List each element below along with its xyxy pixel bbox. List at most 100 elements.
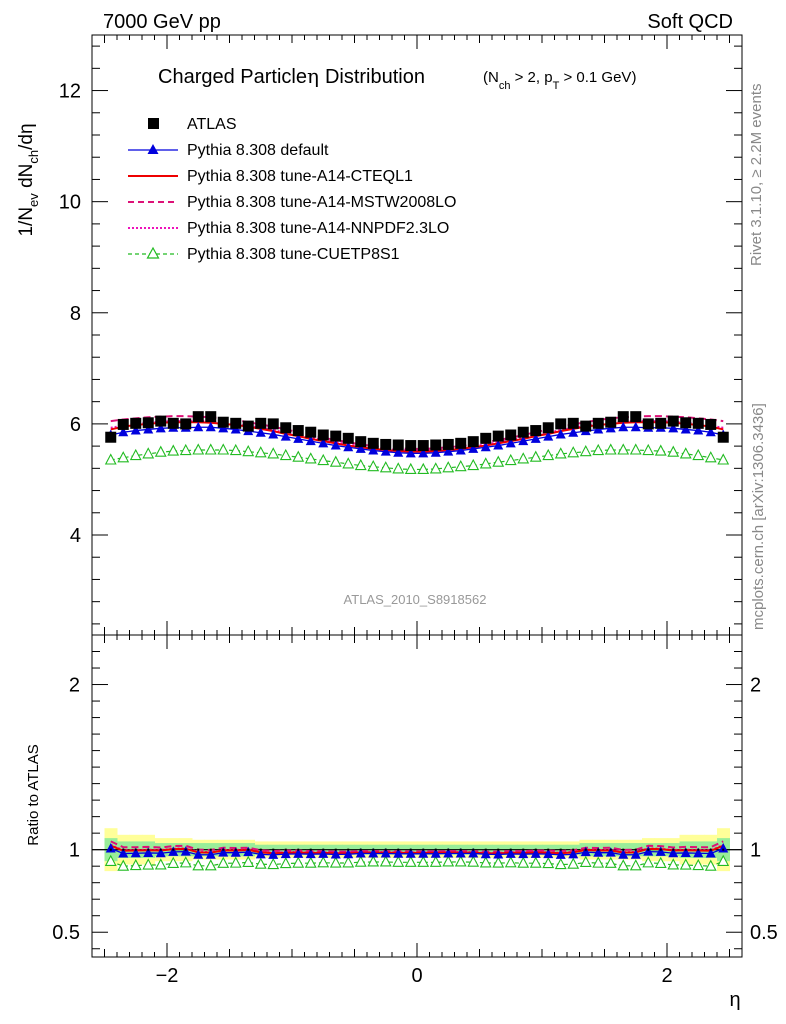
cuetp8s1-point [317,453,330,466]
cuetp8s1-point [354,855,367,867]
cuetp8s1-point [592,443,605,456]
cuetp8s1-point [117,859,130,871]
cuetp8s1-point [654,444,667,456]
mcplots-label: mcplots.cern.ch [arXiv:1306.3436] [750,403,767,630]
atlas-point [634,848,637,851]
y-tick-label: 6 [70,414,81,436]
cuetp8s1-point [304,452,317,464]
default-point [455,847,466,858]
atlas-point [484,848,487,851]
atlas-point [647,848,650,851]
atlas-point [505,429,517,441]
cuetp8s1-point [442,855,455,867]
cuetp8s1-point [454,459,467,472]
atlas-point [334,848,337,851]
default-point [455,445,466,455]
default-point [118,426,129,437]
y-tick-label: 10 [59,192,81,214]
default-point [155,847,166,858]
cuetp8s1-point [417,462,430,474]
default-point [218,847,229,857]
atlas-point [267,418,279,430]
atlas-point [655,417,667,429]
title-main: Charged Particleη Distribution [158,64,425,88]
chart-title: Charged Particleη Distribution (Nch > 2, … [158,64,636,92]
default-point [555,849,566,859]
cuetp8s1-point [604,443,617,455]
default-point [543,848,554,859]
series-2-line [110,421,724,453]
atlas-point [309,848,312,851]
cuetp8s1-point [279,856,292,869]
default-point [380,847,391,858]
default-point [430,447,441,457]
atlas-point [222,848,225,851]
atlas-point [672,848,675,851]
x-axis-label: η [729,989,740,1011]
default-point [480,441,491,452]
default-point [630,849,641,859]
atlas-point [109,848,112,851]
atlas-point [472,848,475,851]
cuetp8s1-point [392,462,405,474]
cuetp8s1-point [654,856,667,868]
ratio-y-tick-label: 2 [69,675,80,697]
cuetp8s1-point [192,443,205,455]
default-point [255,427,266,437]
atlas-point [117,418,129,430]
cuetp8s1-point [617,859,630,871]
atlas-point [172,848,175,851]
default-point [680,847,691,857]
cuetp8s1-point [667,445,680,457]
cuetp8s1-point [179,856,192,868]
default-point [105,843,116,853]
atlas-point [422,848,425,851]
default-point [568,427,579,437]
cuetp8s1-point [192,859,205,871]
atlas-point [584,848,587,851]
series-5-line [110,860,724,867]
ratio-y-tick-label: 0.5 [52,922,80,944]
legend: ATLAS Pythia 8.308 default Pythia 8.308 … [128,116,456,263]
default-point [318,437,329,448]
atlas-point [192,411,204,423]
atlas-point [205,411,217,423]
atlas-point [522,848,525,851]
cuetp8s1-point [117,451,130,463]
ratio-y-tick-label-right: 0.5 [750,922,778,944]
cuetp8s1-point [642,443,655,456]
atlas-point [447,848,450,851]
atlas-point [355,436,367,448]
atlas-point [247,848,250,851]
default-point [143,847,154,857]
default-point [418,848,429,858]
cuetp8s1-point [267,447,280,459]
default-point [518,848,529,859]
atlas-point [572,848,575,851]
legend-item-default: Pythia 8.308 default [128,142,329,159]
legend-item-nnpdf: Pythia 8.308 tune-A14-NNPDF2.3LO [128,220,449,237]
atlas-point [284,848,287,851]
cuetp8s1-point [592,856,605,868]
cuetp8s1-point [604,856,617,868]
atlas-point [272,848,275,851]
cuetp8s1-point [479,457,492,469]
cuetp8s1-point [229,443,242,456]
default-point [168,846,179,856]
cuetp8s1-point [342,457,355,469]
atlas-point [392,439,404,451]
default-point [130,425,141,435]
cuetp8s1-point [617,443,630,455]
cuetp8s1-point [442,461,455,473]
cuetp8s1-point [679,858,692,870]
atlas-point [497,848,500,851]
default-point [205,421,216,432]
atlas-point [517,426,529,438]
atlas-point [717,431,729,443]
cuetp8s1-point [367,459,380,472]
cuetp8s1-point [204,443,217,455]
atlas-point [409,848,412,851]
cuetp8s1-point [217,856,230,868]
atlas-point [459,848,462,851]
atlas-point [542,422,554,434]
